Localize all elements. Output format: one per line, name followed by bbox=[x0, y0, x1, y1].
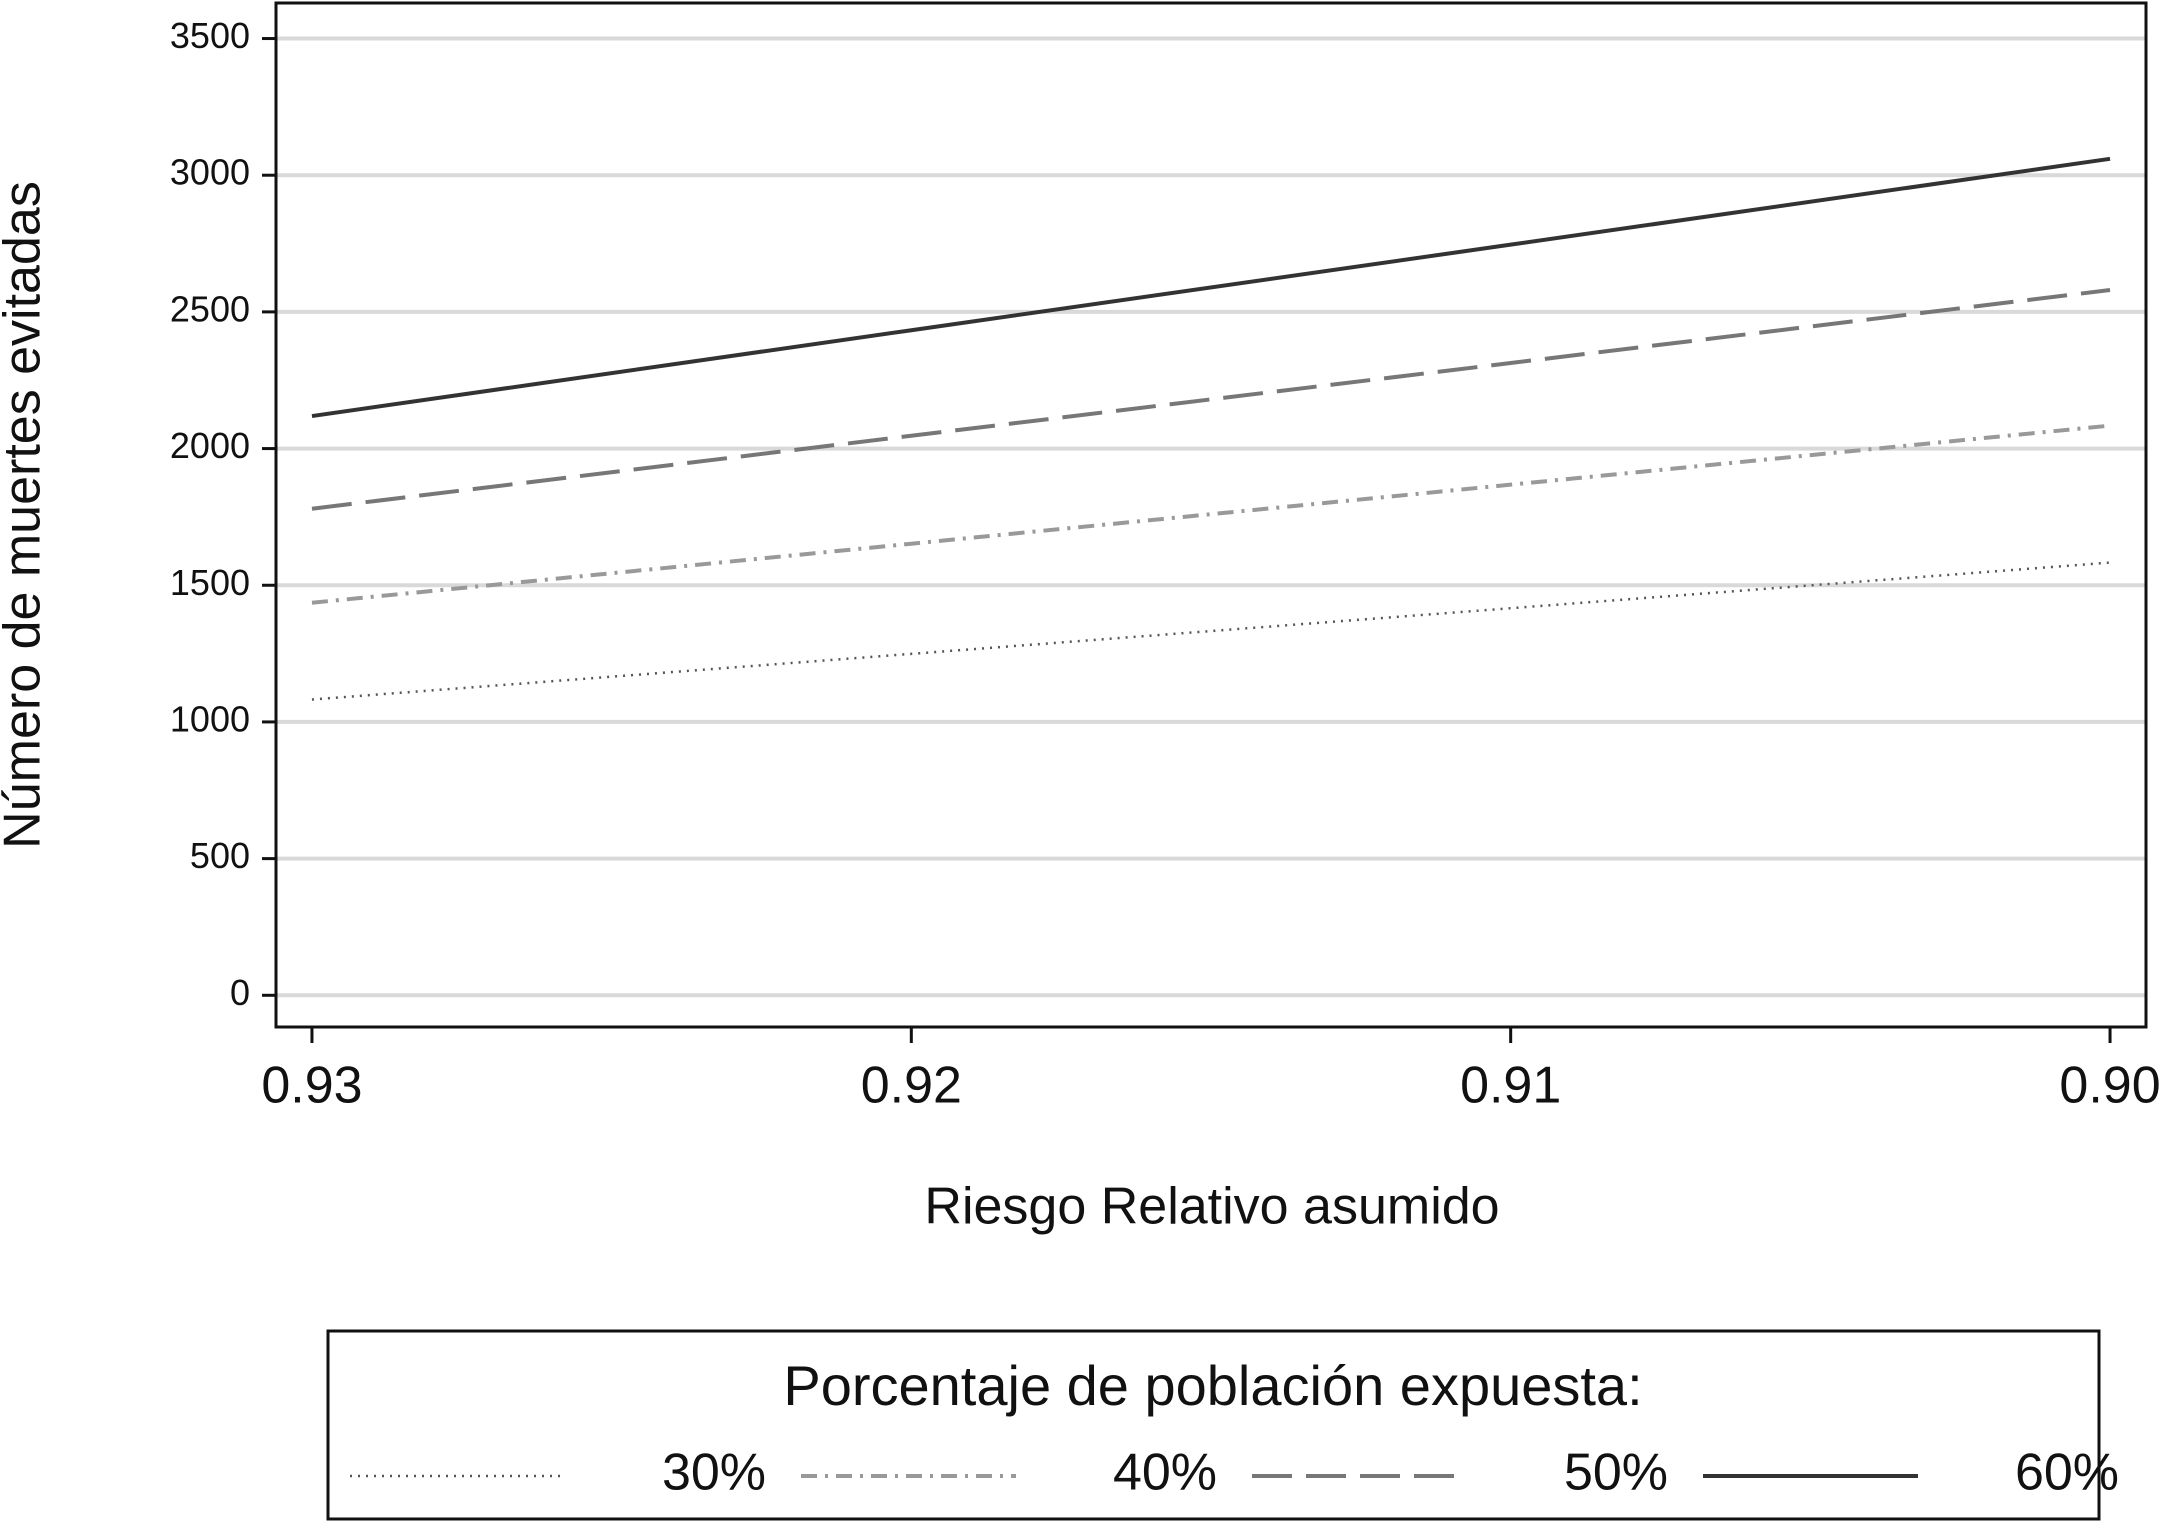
y-axis-title: Número de muertes evitadas bbox=[0, 181, 52, 849]
y-tick-label: 1000 bbox=[170, 698, 250, 739]
series-line bbox=[311, 288, 2111, 511]
legend-label: 40% bbox=[1113, 1444, 1217, 1502]
x-tick-label: 0.90 bbox=[2059, 1057, 2160, 1115]
y-tick-label: 3000 bbox=[170, 152, 250, 193]
y-tick-label: 500 bbox=[190, 835, 250, 876]
x-tick-label: 0.92 bbox=[861, 1057, 962, 1115]
x-axis-title: Riesgo Relativo asumido bbox=[924, 1178, 1499, 1236]
y-tick-label: 2000 bbox=[170, 425, 250, 466]
x-tick-label: 0.93 bbox=[261, 1057, 362, 1115]
legend-label: 50% bbox=[1564, 1444, 1668, 1502]
x-tick-label: 0.91 bbox=[1460, 1057, 1561, 1115]
legend-box bbox=[326, 1329, 2101, 1521]
plot-frame bbox=[274, 1, 2148, 1029]
y-tick-label: 2500 bbox=[170, 288, 250, 329]
y-tick-label: 3500 bbox=[170, 15, 250, 56]
series-line bbox=[311, 423, 2111, 605]
legend-label: 60% bbox=[2015, 1444, 2119, 1502]
legend-label: 30% bbox=[662, 1444, 766, 1502]
legend-title: Porcentaje de población expuesta: bbox=[783, 1354, 1642, 1417]
y-tick-label: 1500 bbox=[170, 562, 250, 603]
series-line bbox=[311, 156, 2111, 419]
y-tick-label: 0 bbox=[230, 972, 250, 1013]
